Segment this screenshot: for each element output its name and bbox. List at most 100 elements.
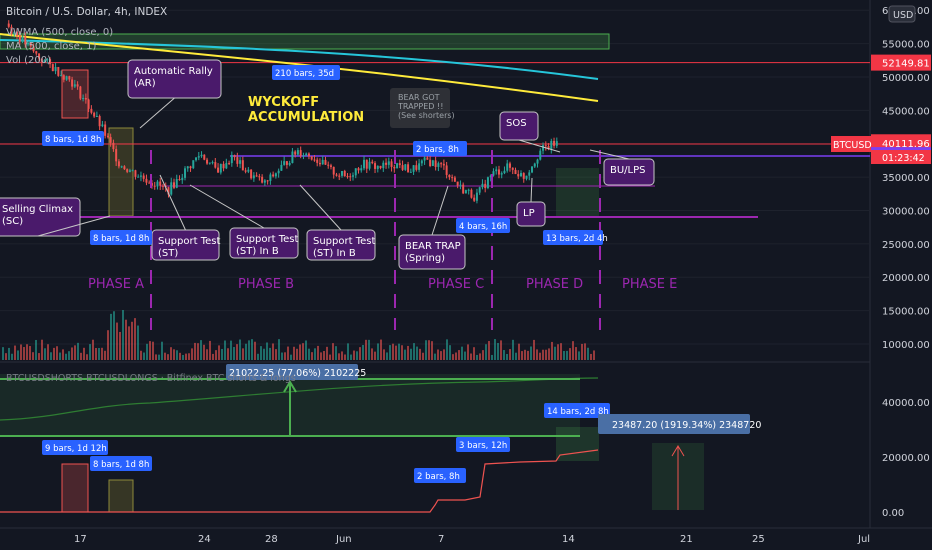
volume-bar xyxy=(404,349,406,360)
range-label-box xyxy=(456,218,510,233)
ma-line xyxy=(0,33,599,102)
candle-body xyxy=(451,177,454,179)
volume-bar xyxy=(197,343,199,360)
volume-bar xyxy=(347,343,349,360)
volume-bar xyxy=(203,344,205,360)
candle-body xyxy=(536,159,539,164)
volume-bar xyxy=(68,351,70,360)
range-label: 13 bars, 2d 4h xyxy=(546,234,608,244)
volume-bar xyxy=(2,347,4,360)
time-tick: 14 xyxy=(562,534,575,545)
indicator-legend: MA (500, close, 1) xyxy=(6,41,96,52)
lp-callout-line1: LP xyxy=(523,208,535,219)
volume-bar xyxy=(299,344,301,360)
candle-body xyxy=(478,187,481,193)
candle-body xyxy=(87,99,90,109)
volume-bar xyxy=(407,345,409,360)
range-label-box xyxy=(90,456,152,471)
candle-body xyxy=(555,141,558,146)
volume-bar xyxy=(89,344,91,360)
time-tick: 28 xyxy=(265,534,278,545)
volume-bar xyxy=(137,325,139,360)
volume-bar xyxy=(281,352,283,360)
candle-body xyxy=(73,84,76,87)
range-label: 8 bars, 1d 8h xyxy=(93,460,149,470)
candle-body xyxy=(247,169,250,172)
volume-bar xyxy=(545,349,547,360)
currency-button[interactable] xyxy=(888,5,916,23)
volume-bar xyxy=(71,347,73,360)
candle-body xyxy=(274,173,277,177)
volume-bar xyxy=(260,346,262,360)
candle-body xyxy=(396,163,399,169)
volume-bar xyxy=(476,354,478,360)
phase-label: PHASE B xyxy=(238,277,294,292)
candle-body xyxy=(7,23,10,27)
candle-body xyxy=(49,59,52,65)
volume-bar xyxy=(422,352,424,360)
volume-bar xyxy=(287,346,289,360)
range-label: 2 bars, 8h xyxy=(416,145,459,155)
volume-bar xyxy=(566,350,568,360)
phase-label: PHASE C xyxy=(428,277,484,292)
candle-body xyxy=(517,174,520,177)
candle-body xyxy=(519,173,522,177)
candle-body xyxy=(299,150,302,156)
range-label-box xyxy=(544,403,610,418)
last-price-marker-text: 40111.96 xyxy=(882,139,930,150)
volume-bar xyxy=(587,347,589,360)
phase-dividers xyxy=(150,150,601,330)
candle-body xyxy=(208,162,211,164)
candle-body xyxy=(363,159,366,169)
candle-body xyxy=(206,159,209,164)
candle-body xyxy=(200,154,203,157)
volume-bar xyxy=(11,353,13,360)
indicator-legend: Vol (200) xyxy=(6,55,51,66)
candle-body xyxy=(189,166,192,169)
volume-bar xyxy=(179,352,181,360)
volume-bar xyxy=(356,351,358,360)
candle-body xyxy=(126,169,129,172)
bear-trapped-note xyxy=(390,88,450,128)
volume-bar xyxy=(362,344,364,360)
volume-bar xyxy=(344,354,346,360)
volume-bar xyxy=(416,346,418,360)
volume-bar xyxy=(44,348,46,360)
volume-bar xyxy=(395,345,397,360)
range-label-box xyxy=(42,440,108,455)
symbol-tag-box xyxy=(831,136,871,152)
candle-body xyxy=(263,180,266,183)
candle-body xyxy=(492,171,495,176)
candle-body xyxy=(214,162,217,168)
candle-body xyxy=(197,156,200,158)
support-test-b2-callout-line1: Support Test xyxy=(313,236,375,247)
candle-body xyxy=(172,182,175,188)
price-tick: 15000.00 xyxy=(882,307,930,318)
candle-body xyxy=(431,160,434,167)
candle-body xyxy=(288,163,291,165)
volume-bar xyxy=(593,350,595,360)
volume-bar xyxy=(302,343,304,360)
volume-bar xyxy=(29,346,31,360)
volume-bar xyxy=(554,346,556,360)
sc-range-box xyxy=(108,127,134,217)
candle-body xyxy=(368,161,371,169)
candle-body xyxy=(46,59,49,61)
candle-body xyxy=(145,178,148,183)
volume-bar xyxy=(176,350,178,360)
candle-body xyxy=(385,162,388,165)
candle-body xyxy=(32,46,35,52)
symbol-tag: BTCUSD xyxy=(833,140,872,151)
volume-bar xyxy=(437,349,439,360)
range-label: 4 bars, 16h xyxy=(459,222,507,232)
longs-line xyxy=(0,377,599,421)
candle-body xyxy=(277,170,280,174)
volume-bar xyxy=(365,339,367,360)
lower-legend: BTCUSDSHORTS BTCUSDLONGS · Bitfinex BTC … xyxy=(6,373,296,384)
bear-trapped-line: BEAR GOT xyxy=(398,93,440,102)
price-tick: 10000.00 xyxy=(882,340,930,351)
volume-bar xyxy=(419,348,421,360)
lower-price-tick: 40000.00 xyxy=(882,398,930,409)
volume-bar xyxy=(23,347,25,360)
